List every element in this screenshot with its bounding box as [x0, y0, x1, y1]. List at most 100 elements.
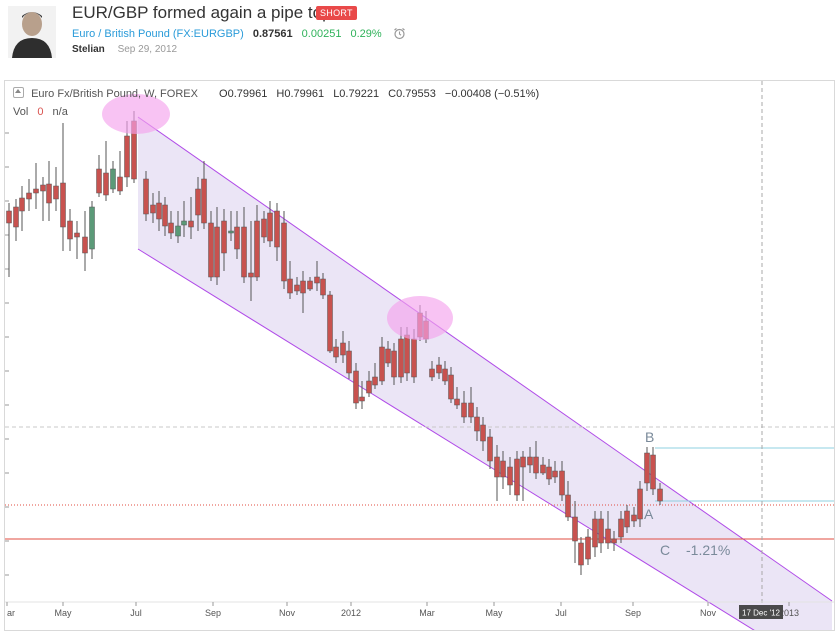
candle-body[interactable] — [89, 206, 95, 250]
alarm-clock-icon[interactable] — [393, 27, 406, 43]
candle-body[interactable] — [195, 188, 201, 216]
candle-body[interactable] — [33, 188, 39, 194]
candle-body[interactable] — [168, 222, 174, 234]
candle-body[interactable] — [527, 456, 533, 466]
candle-body[interactable] — [103, 172, 109, 196]
candle-body[interactable] — [53, 185, 59, 200]
candle-body[interactable] — [520, 456, 526, 468]
candle-body[interactable] — [13, 206, 19, 228]
channel-upper-line[interactable] — [137, 116, 833, 602]
author-avatar[interactable] — [8, 6, 56, 58]
candle-body[interactable] — [391, 350, 397, 378]
candle-body[interactable] — [74, 232, 80, 238]
candle-body[interactable] — [592, 518, 598, 548]
candle-body[interactable] — [546, 466, 552, 480]
candle-body[interactable] — [474, 416, 480, 432]
candle-body[interactable] — [300, 280, 306, 294]
candle-body[interactable] — [188, 220, 194, 228]
candle-body[interactable] — [150, 204, 156, 214]
candle-body[interactable] — [637, 488, 643, 520]
candle-body[interactable] — [307, 280, 313, 290]
candle-body[interactable] — [60, 182, 66, 228]
candle-body[interactable] — [572, 516, 578, 542]
candlestick-series[interactable] — [6, 111, 663, 575]
label-a[interactable]: A — [644, 506, 654, 522]
candle-body[interactable] — [208, 222, 214, 278]
candle-body[interactable] — [578, 542, 584, 566]
candle-body[interactable] — [540, 464, 546, 474]
candle-body[interactable] — [436, 364, 442, 374]
label-b[interactable]: B — [645, 429, 654, 445]
candle-body[interactable] — [624, 510, 630, 528]
collapse-toggle-icon[interactable] — [13, 87, 24, 98]
candle-body[interactable] — [461, 402, 467, 418]
candle-body[interactable] — [644, 452, 650, 484]
candle-body[interactable] — [96, 168, 102, 194]
candle-body[interactable] — [559, 470, 565, 496]
candle-body[interactable] — [385, 348, 391, 364]
channel-lower-line[interactable] — [137, 248, 757, 631]
candle-body[interactable] — [565, 494, 571, 518]
candle-body[interactable] — [442, 368, 448, 382]
candle-body[interactable] — [333, 346, 339, 358]
candle-body[interactable] — [294, 284, 300, 292]
candle-body[interactable] — [234, 226, 240, 250]
candle-body[interactable] — [480, 424, 486, 442]
candle-body[interactable] — [254, 220, 260, 278]
idea-title[interactable]: EUR/GBP formed again a pipe top. — [72, 3, 337, 22]
candle-body[interactable] — [124, 135, 130, 178]
candle-body[interactable] — [448, 374, 454, 400]
candle-body[interactable] — [514, 458, 520, 496]
candle-body[interactable] — [507, 466, 513, 486]
candle-body[interactable] — [281, 222, 287, 282]
candle-body[interactable] — [404, 334, 410, 374]
candle-body[interactable] — [110, 168, 116, 190]
candle-body[interactable] — [657, 488, 663, 502]
candle-body[interactable] — [67, 220, 73, 240]
candle-body[interactable] — [117, 176, 123, 192]
candle-body[interactable] — [372, 376, 378, 386]
chart-panel[interactable]: B A C -1.21% ar May Jul Sep Nov 2012 Mar May Jul… — [4, 80, 835, 631]
candle-body[interactable] — [611, 538, 617, 544]
candle-body[interactable] — [82, 236, 88, 254]
candle-body[interactable] — [454, 398, 460, 406]
candle-body[interactable] — [327, 294, 333, 352]
candle-body[interactable] — [359, 396, 365, 402]
candle-body[interactable] — [366, 380, 372, 394]
candle-body[interactable] — [650, 454, 656, 490]
candle-body[interactable] — [175, 225, 181, 237]
candle-body[interactable] — [552, 470, 558, 478]
candle-body[interactable] — [353, 370, 359, 404]
candle-body[interactable] — [598, 518, 604, 544]
candle-body[interactable] — [6, 210, 12, 224]
top-highlight-2[interactable] — [387, 296, 453, 340]
percent-label[interactable]: -1.21% — [686, 542, 730, 558]
candle-body[interactable] — [631, 514, 637, 522]
candle-body[interactable] — [533, 456, 539, 474]
candle-body[interactable] — [201, 178, 207, 224]
candle-body[interactable] — [500, 460, 506, 478]
candle-body[interactable] — [314, 276, 320, 284]
candle-body[interactable] — [494, 456, 500, 478]
candle-body[interactable] — [468, 402, 474, 418]
candle-body[interactable] — [228, 230, 234, 234]
candle-body[interactable] — [346, 350, 352, 374]
candle-body[interactable] — [156, 202, 162, 220]
candle-body[interactable] — [487, 436, 493, 462]
candle-body[interactable] — [398, 338, 404, 378]
candle-body[interactable] — [19, 197, 25, 212]
candle-body[interactable] — [241, 226, 247, 278]
candle-body[interactable] — [605, 528, 611, 544]
candle-body[interactable] — [379, 346, 385, 382]
candle-body[interactable] — [340, 342, 346, 356]
candle-body[interactable] — [181, 220, 187, 226]
candle-body[interactable] — [261, 218, 267, 238]
candle-body[interactable] — [320, 278, 326, 296]
candle-body[interactable] — [618, 518, 624, 538]
candle-body[interactable] — [143, 178, 149, 215]
candle-body[interactable] — [221, 220, 227, 254]
candle-body[interactable] — [267, 212, 273, 242]
candle-body[interactable] — [214, 226, 220, 278]
candle-body[interactable] — [429, 368, 435, 378]
candle-body[interactable] — [26, 192, 32, 200]
